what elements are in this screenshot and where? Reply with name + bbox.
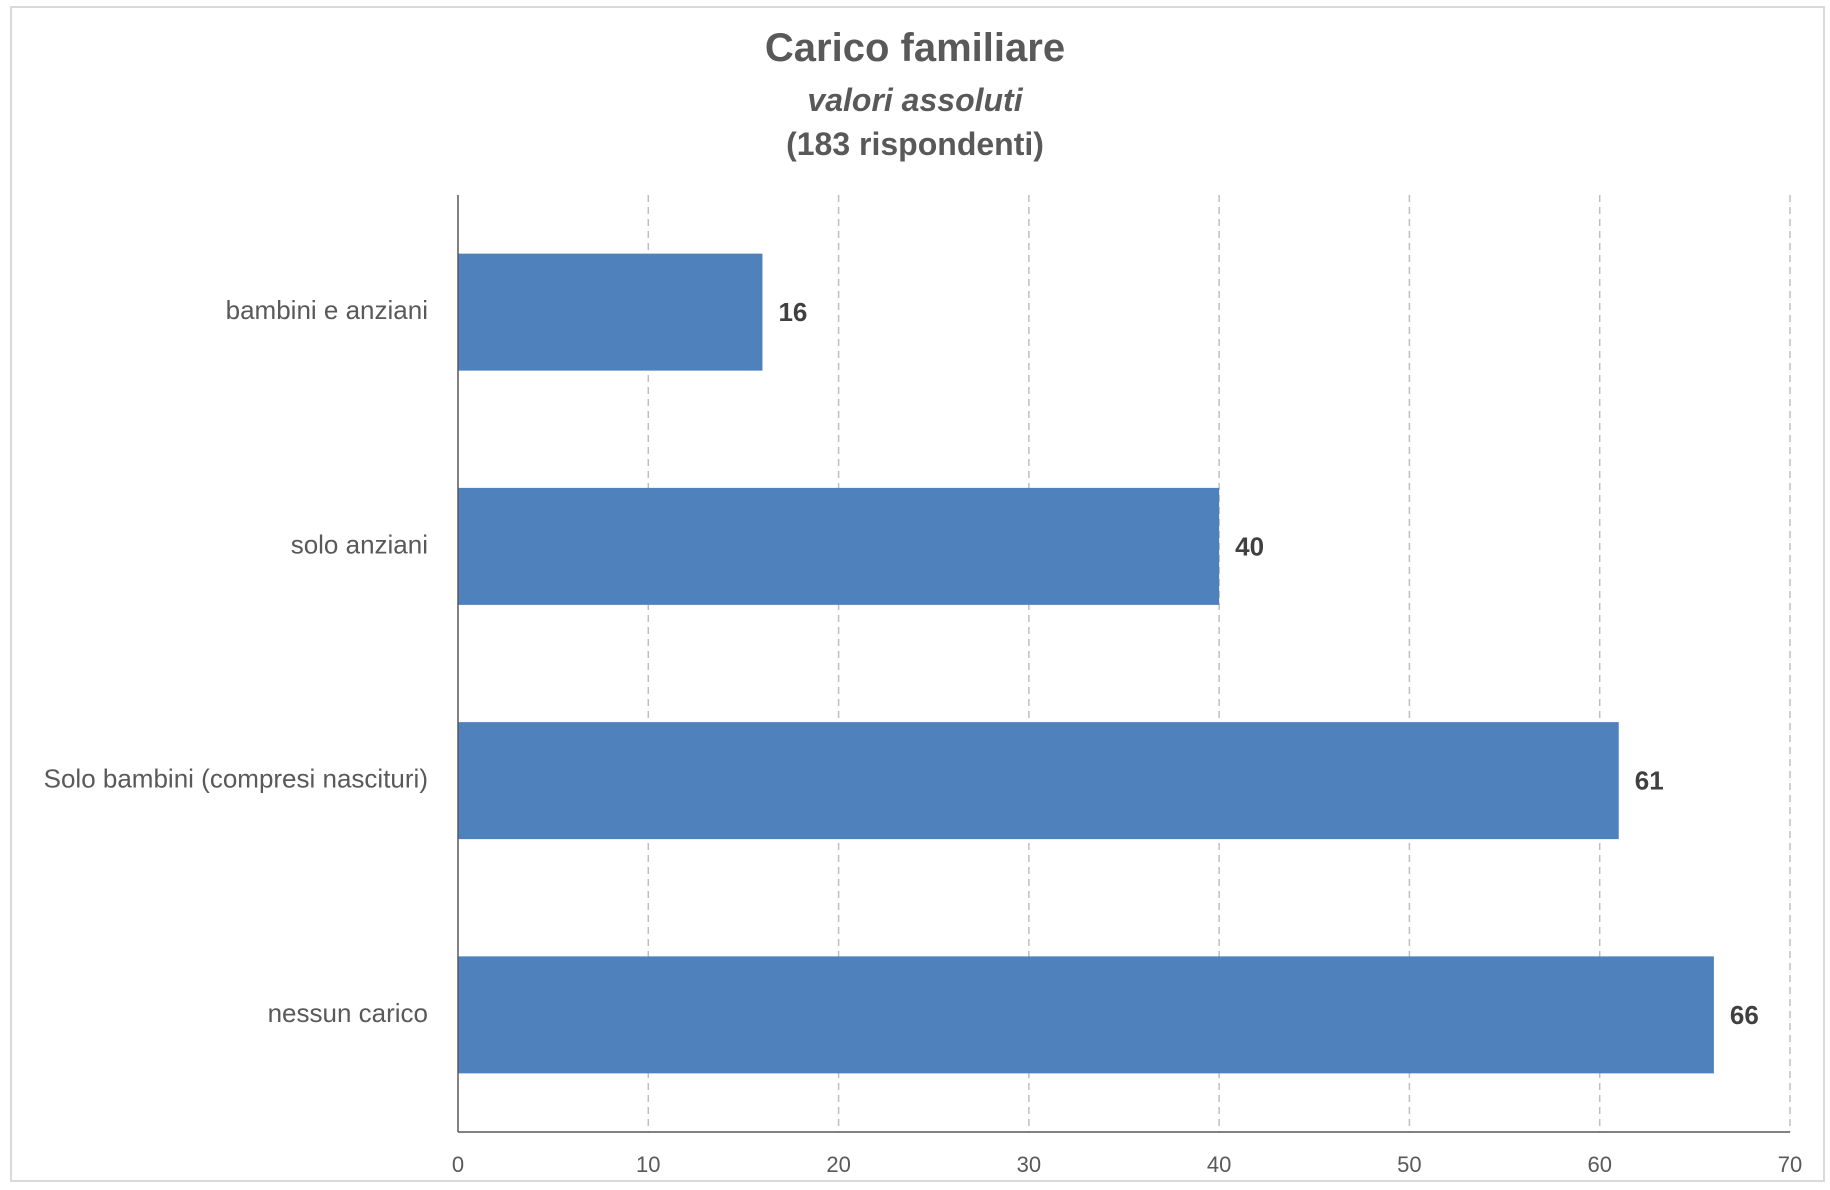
bar	[458, 253, 763, 371]
x-tick-label: 50	[1397, 1152, 1421, 1177]
x-tick-label: 10	[636, 1152, 660, 1177]
x-tick-label: 70	[1778, 1152, 1802, 1177]
x-tick-label: 40	[1207, 1152, 1231, 1177]
x-tick-label: 30	[1017, 1152, 1041, 1177]
x-tick-label: 0	[452, 1152, 464, 1177]
category-label: nessun carico	[268, 998, 428, 1028]
data-label: 40	[1235, 531, 1264, 561]
category-label: Solo bambini (compresi nascituri)	[44, 764, 428, 794]
category-label: bambini e anziani	[226, 295, 428, 325]
data-label: 66	[1730, 1000, 1759, 1030]
x-tick-label: 20	[826, 1152, 850, 1177]
data-label: 16	[778, 297, 807, 327]
data-label: 61	[1635, 766, 1664, 796]
chart-title: Carico familiare	[764, 26, 1066, 70]
chart-subtitle: valori assoluti	[807, 82, 1023, 118]
bar	[458, 487, 1220, 605]
chart-respondents-note: (183 rispondenti)	[786, 126, 1044, 162]
bar	[458, 956, 1714, 1074]
x-tick-label: 60	[1587, 1152, 1611, 1177]
bar	[458, 722, 1619, 840]
category-label: solo anziani	[291, 529, 428, 559]
